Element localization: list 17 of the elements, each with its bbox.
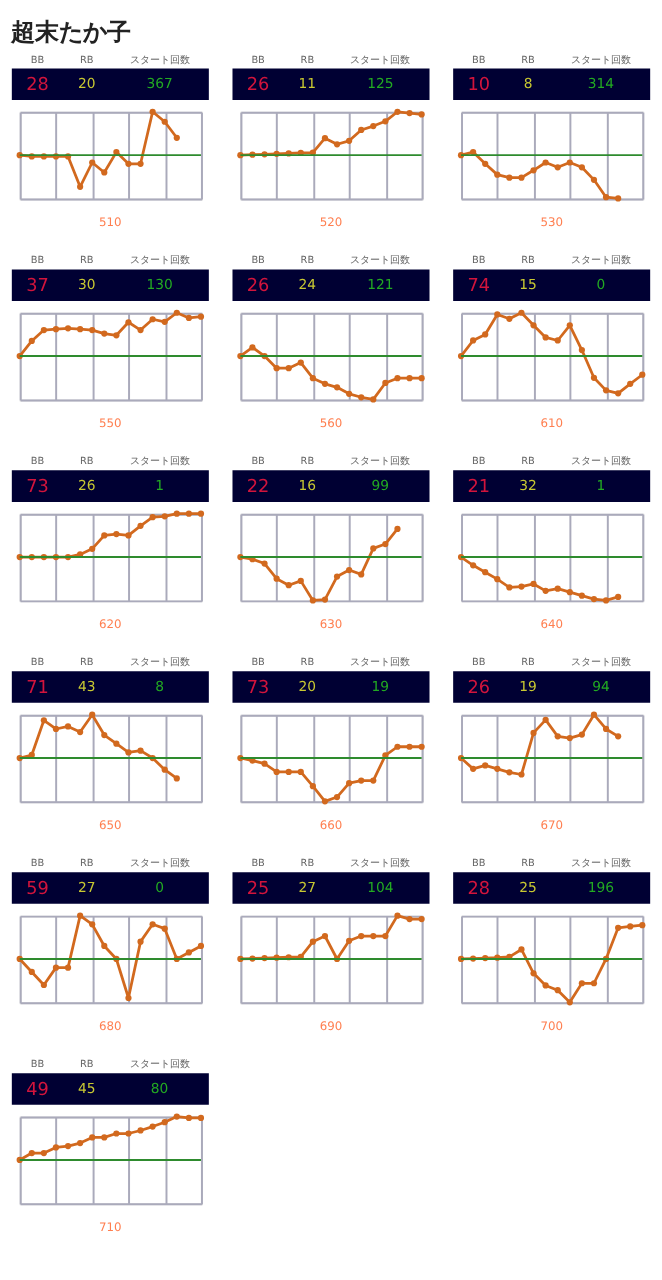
text: 59 bbox=[26, 879, 50, 900]
chart-title: 超末たか子 bbox=[8, 17, 131, 46]
text: 73 bbox=[246, 679, 270, 699]
text: 22 bbox=[246, 478, 270, 499]
text: 28 bbox=[26, 76, 50, 97]
text: 28 bbox=[467, 879, 491, 900]
text: 10 bbox=[467, 76, 491, 97]
text: 37 bbox=[26, 277, 49, 298]
text: 74 bbox=[467, 277, 491, 298]
text: 21 bbox=[467, 478, 491, 499]
text: 26 bbox=[246, 76, 271, 97]
text: 26 bbox=[246, 277, 271, 298]
text: 73 bbox=[26, 478, 49, 499]
text: 49 bbox=[26, 1080, 50, 1101]
text: 25 bbox=[246, 879, 270, 900]
text: 26 bbox=[467, 679, 491, 699]
text: 71 bbox=[26, 679, 49, 699]
